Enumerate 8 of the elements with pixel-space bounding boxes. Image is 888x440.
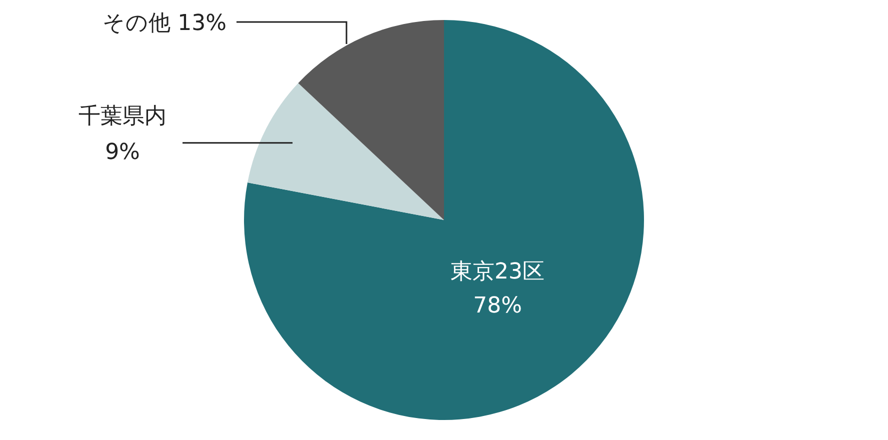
slice-label: その他 13% bbox=[102, 11, 226, 36]
pie-slice bbox=[298, 20, 444, 220]
data-label: 78% bbox=[473, 294, 522, 319]
pie-slice bbox=[244, 20, 644, 420]
pie-slice bbox=[248, 83, 444, 220]
slice-label: 東京23区 bbox=[450, 260, 545, 285]
slice-label: 千葉県内 bbox=[78, 104, 167, 129]
data-label: 9% bbox=[105, 140, 140, 165]
